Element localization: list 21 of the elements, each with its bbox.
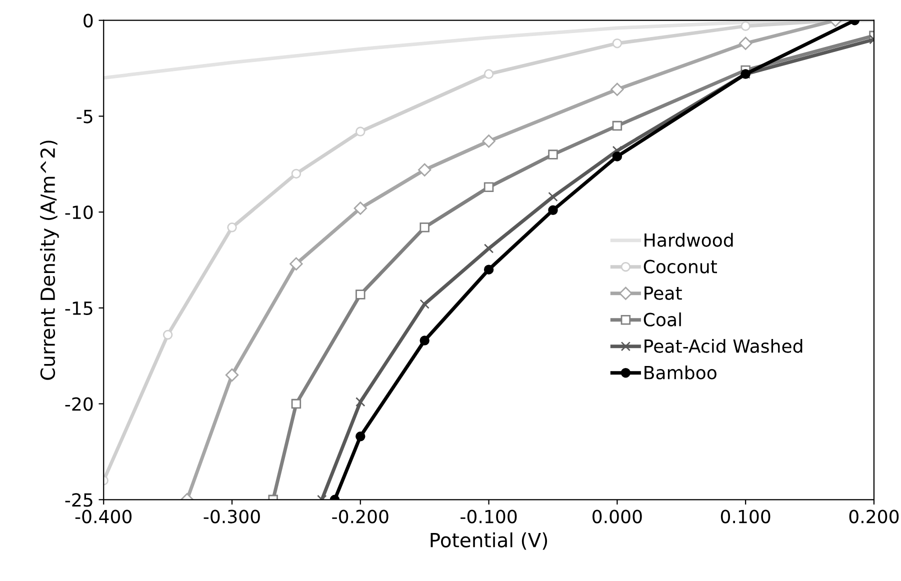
y-axis-title: Current Density (A/m^2): [40, 140, 59, 380]
x-axis-title: Potential (V): [430, 532, 548, 550]
y-tick-label: -20: [65, 397, 93, 411]
legend-label: Hardwood: [644, 232, 733, 247]
x-tick-label: 0.100: [720, 510, 770, 524]
legend-label: Coal: [644, 312, 681, 326]
y-tick-label: 0: [84, 14, 93, 28]
x-tick-label: 0.000: [592, 510, 642, 524]
x-tick-label: 0.200: [849, 510, 899, 524]
legend-label: Coconut: [644, 260, 717, 274]
x-tick-label: -0.100: [460, 510, 517, 524]
x-tick-label: -0.300: [204, 510, 260, 524]
legend-label: Peat: [644, 286, 682, 300]
y-tick-label: -10: [65, 206, 93, 220]
y-tick-label: -15: [65, 302, 92, 316]
y-tick-label: -25: [65, 493, 92, 507]
x-tick-label: -0.200: [332, 510, 388, 524]
legend-label: Peat-Acid Washed: [644, 338, 802, 353]
x-tick-label: -0.400: [75, 510, 132, 524]
y-tick-label: -5: [76, 110, 92, 124]
legend-label: Bamboo: [644, 365, 716, 380]
